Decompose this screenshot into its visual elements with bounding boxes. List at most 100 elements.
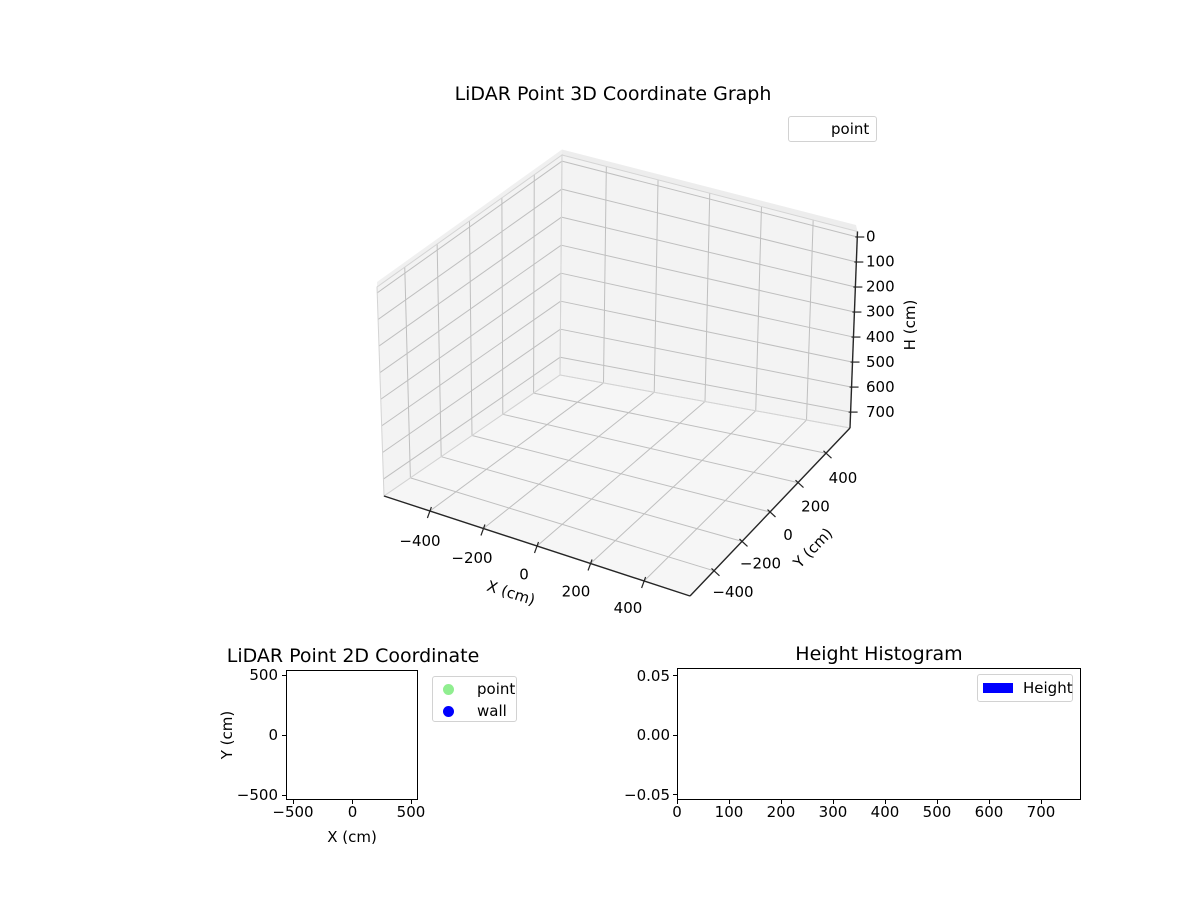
grid-line-z-left bbox=[376, 160, 563, 294]
x-tick-label: 500 bbox=[396, 803, 426, 821]
grid-line-y-floor bbox=[471, 435, 771, 513]
grid-line-x-wall bbox=[603, 166, 607, 383]
z-tick-label-3d: 0 bbox=[866, 228, 876, 246]
grid-line-z-left bbox=[383, 356, 561, 480]
x-tickmark bbox=[292, 800, 294, 804]
grid-line-z-right bbox=[561, 244, 855, 313]
x-tick-label-3d: −200 bbox=[451, 549, 492, 567]
legend-row-wall: wall bbox=[433, 700, 516, 722]
y-tick bbox=[795, 479, 804, 489]
pane-floor bbox=[384, 375, 850, 596]
grid-line-y-floor bbox=[441, 456, 743, 542]
z-tick-label-3d: 100 bbox=[866, 253, 895, 271]
x-tickmark bbox=[884, 800, 886, 804]
legend-label-height: Height bbox=[1023, 679, 1073, 697]
z-tick-label-3d: 400 bbox=[866, 328, 895, 346]
x-tickmark bbox=[1040, 800, 1042, 804]
grid-line-z-right bbox=[560, 272, 854, 338]
plot2d-axes bbox=[286, 670, 418, 800]
x-tick-label-3d: 400 bbox=[614, 599, 643, 617]
x-tick-label: 300 bbox=[818, 803, 848, 821]
y-tick bbox=[739, 538, 748, 547]
y-tickmark bbox=[673, 794, 677, 795]
grid-line-z-right bbox=[560, 328, 852, 388]
grid-line-y-floor bbox=[502, 413, 799, 484]
plot2d-ylabel: Y (cm) bbox=[218, 710, 236, 760]
x-tickmark bbox=[936, 800, 938, 804]
z-tick-label-3d: 600 bbox=[866, 378, 895, 396]
empty-legend-marker bbox=[789, 129, 831, 130]
y-tickmark bbox=[673, 675, 677, 676]
pane-top-sliver-right bbox=[562, 149, 858, 232]
grid-line-z-right bbox=[560, 356, 851, 413]
x-tick-label: 500 bbox=[922, 803, 952, 821]
y-tickmark bbox=[282, 674, 286, 676]
x-tick-label: 100 bbox=[714, 803, 744, 821]
x-tick-label: 200 bbox=[766, 803, 796, 821]
z-axis-spine bbox=[849, 231, 859, 429]
z-tick-label-3d: 500 bbox=[866, 353, 895, 371]
x-tickmark bbox=[352, 800, 353, 804]
grid-line-y-wall bbox=[469, 220, 473, 436]
x-tickmark bbox=[832, 800, 834, 804]
x-tick-label: 600 bbox=[974, 803, 1004, 821]
x-tick-label-3d: 200 bbox=[562, 582, 591, 600]
x-tick bbox=[426, 506, 432, 519]
grid-line-y-wall bbox=[436, 244, 442, 457]
y-tick-label: 0.00 bbox=[636, 726, 670, 744]
plot2d-xlabel: X (cm) bbox=[327, 828, 377, 846]
point-marker-icon bbox=[443, 683, 454, 695]
grid-line-x-wall bbox=[704, 193, 711, 402]
y-tickmark bbox=[282, 794, 286, 796]
grid-line-y-wall bbox=[533, 174, 535, 394]
y-tick-label-3d: 200 bbox=[801, 498, 830, 516]
y-tick-label-3d: −200 bbox=[740, 555, 781, 573]
z-tick-label-3d: 300 bbox=[866, 303, 895, 321]
grid-line-z-left bbox=[381, 300, 561, 427]
grid-line-z-right bbox=[561, 188, 857, 263]
x-tick-label-3d: −400 bbox=[399, 532, 440, 550]
x-tick-label-3d: 0 bbox=[519, 566, 529, 584]
hist-title: Height Histogram bbox=[795, 643, 963, 665]
z-tick-label-3d: 700 bbox=[866, 403, 895, 421]
y-tick-label: −0.05 bbox=[624, 785, 670, 804]
pane-top-sliver-left bbox=[377, 149, 562, 287]
y-tick bbox=[767, 509, 776, 518]
grid-line-x-wall bbox=[653, 179, 659, 393]
legend-label-point: point bbox=[477, 680, 516, 698]
x-tick bbox=[587, 559, 593, 571]
grid-line-y-floor bbox=[533, 392, 827, 454]
x-tick bbox=[641, 576, 647, 589]
y-tick bbox=[711, 567, 720, 577]
grid-line-z-left bbox=[377, 188, 562, 320]
y-tick-label: 500 bbox=[249, 666, 278, 684]
x-tickmark bbox=[780, 800, 782, 804]
grid-line-y-floor bbox=[410, 477, 715, 572]
x-axis-label-3d: X (cm) bbox=[485, 577, 538, 609]
pane-right-wall bbox=[560, 155, 858, 428]
grid-line-z-right bbox=[561, 216, 856, 288]
x-tickmark bbox=[676, 800, 678, 804]
y-tick-label-3d: 400 bbox=[829, 469, 858, 487]
x-tick bbox=[480, 524, 486, 536]
plot3d-title: LiDAR Point 3D Coordinate Graph bbox=[454, 83, 772, 105]
grid-line-z-right bbox=[561, 160, 858, 238]
legend-label-wall: wall bbox=[477, 702, 507, 720]
grid-line-y-wall bbox=[404, 267, 411, 478]
pane-left-wall bbox=[377, 155, 562, 496]
grid-line-x-wall bbox=[806, 220, 814, 421]
y-tick-label-3d: −400 bbox=[712, 583, 753, 601]
plot3d-legend: point bbox=[788, 116, 877, 142]
legend-row-point: point bbox=[433, 678, 516, 700]
height-patch-icon bbox=[983, 683, 1013, 693]
plot3d-canvas: −400−20002004004002000−200−4000100200300… bbox=[376, 149, 919, 617]
plot2d-legend: point wall bbox=[432, 676, 517, 722]
x-tick-label: 0 bbox=[347, 803, 358, 821]
z-tick-label-3d: 200 bbox=[866, 278, 895, 296]
grid-line-z-left bbox=[379, 244, 562, 374]
y-tick bbox=[823, 450, 832, 459]
y-tick-label: 0 bbox=[268, 726, 278, 744]
x-tick-label: −500 bbox=[272, 803, 314, 821]
z-axis-label-3d: H (cm) bbox=[901, 300, 919, 351]
